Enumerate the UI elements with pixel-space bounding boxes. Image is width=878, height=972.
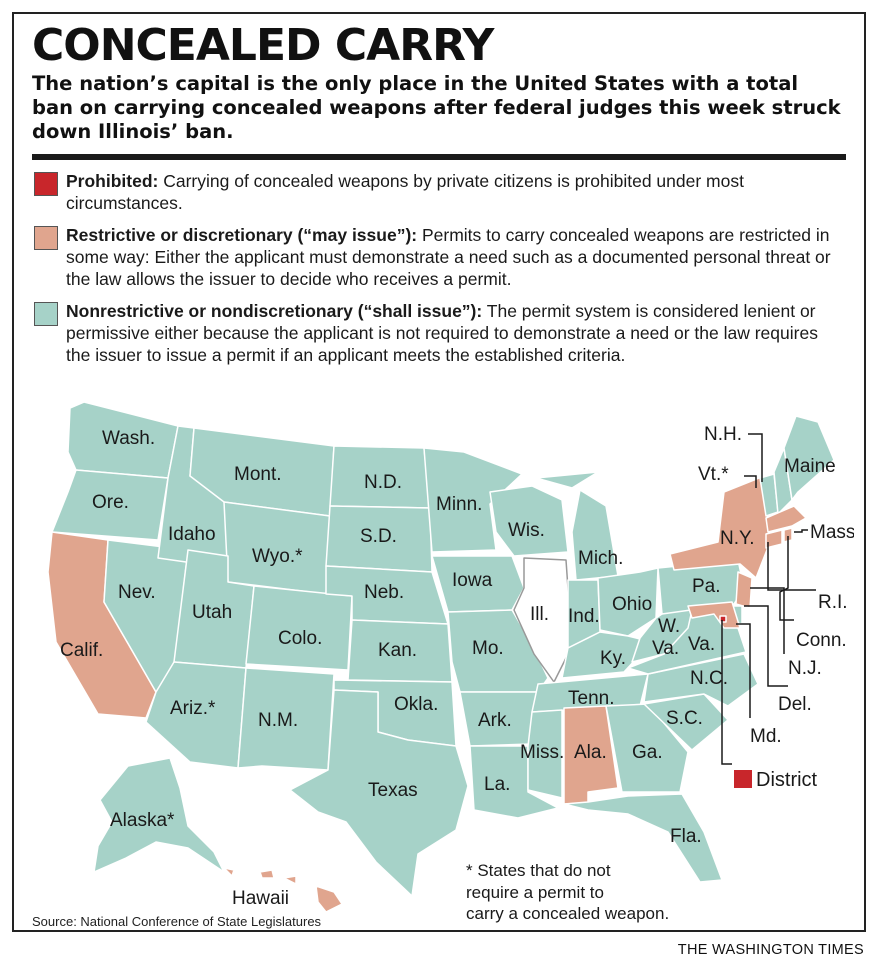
state-ny [669, 475, 771, 579]
label-mich: Mich. [578, 548, 623, 569]
label-sc: S.C. [666, 708, 703, 729]
us-map: Wash. Ore. Calif. Nev. Idaho Mont. Wyo.*… [47, 401, 854, 912]
label-nd: N.D. [364, 472, 402, 493]
label-ga: Ga. [632, 742, 663, 763]
legend-item-prohibited: Prohibited: Carrying of concealed weapon… [32, 170, 846, 214]
state-fla [563, 793, 723, 883]
label-okla: Okla. [394, 694, 438, 715]
title-rule [32, 154, 846, 160]
label-kan: Kan. [378, 640, 417, 661]
subtitle: The nation’s capital is the only place i… [32, 72, 841, 143]
label-alaska: Alaska* [110, 810, 175, 831]
label-ill: Ill. [530, 604, 549, 625]
district-dc [719, 615, 727, 623]
label-iowa: Iowa [452, 570, 493, 591]
legend-label-restrictive: Restrictive or discretionary (“may issue… [66, 225, 418, 245]
state-ri [783, 527, 793, 543]
label-maine: Maine [784, 456, 836, 477]
label-del: Del. [778, 694, 812, 715]
label-sd: S.D. [360, 526, 397, 547]
legend-text-restrictive: Permits to carry concealed weapons are r… [66, 225, 831, 289]
label-ohio: Ohio [612, 594, 652, 615]
label-calif: Calif. [60, 640, 103, 661]
state-conn [765, 529, 783, 549]
state-ore [51, 469, 169, 541]
label-ore: Ore. [92, 492, 129, 513]
label-nj: N.J. [788, 658, 822, 679]
legend-swatch-nonrestrictive [34, 302, 58, 326]
state-alaska [93, 757, 225, 873]
state-iowa [431, 555, 525, 613]
label-fla: Fla. [670, 826, 702, 847]
state-md [687, 601, 741, 629]
label-utah: Utah [192, 602, 232, 623]
label-nh: N.H. [704, 424, 742, 445]
label-mass: Mass. [810, 522, 854, 543]
label-ri: R.I. [818, 592, 848, 613]
page-title: CONCEALED CARRY [32, 20, 494, 71]
label-nc: N.C. [690, 668, 728, 689]
state-ill [513, 557, 573, 683]
state-mich [535, 471, 619, 581]
label-idaho: Idaho [168, 524, 216, 545]
label-wash: Wash. [102, 428, 155, 449]
legend-text-nonrestrictive: The permit system is considered lenient … [66, 301, 818, 365]
publisher-credit: THE WASHINGTON TIMES [677, 942, 864, 958]
label-wyo: Wyo.* [252, 546, 303, 567]
label-nev: Nev. [118, 582, 156, 603]
footnote-line-2: require a permit to [466, 883, 604, 902]
label-mont: Mont. [234, 464, 282, 485]
state-texas [289, 689, 469, 897]
label-tenn: Tenn. [568, 688, 614, 709]
label-ariz: Ariz.* [170, 698, 216, 719]
label-ind: Ind. [568, 606, 600, 627]
label-vt: Vt.* [698, 464, 729, 485]
label-district: District [756, 769, 818, 791]
label-colo: Colo. [278, 628, 322, 649]
state-miss [527, 709, 563, 799]
state-minn [423, 447, 523, 553]
label-minn: Minn. [436, 494, 482, 515]
label-miss: Miss. [520, 742, 564, 763]
label-hawaii: Hawaii [232, 888, 289, 909]
label-la: La. [484, 774, 510, 795]
legend-swatch-prohibited [34, 172, 58, 196]
label-texas: Texas [368, 780, 418, 801]
legend-label-prohibited: Prohibited: [66, 171, 159, 191]
state-mass [765, 505, 807, 533]
footnote-line-1: * States that do not [466, 861, 611, 880]
label-mo: Mo. [472, 638, 504, 659]
state-ga [605, 703, 689, 793]
graphic-frame: CONCEALED CARRY The nation’s capital is … [12, 12, 866, 932]
label-pa: Pa. [692, 576, 721, 597]
state-hawaii [223, 867, 343, 912]
label-neb: Neb. [364, 582, 404, 603]
legend-label-nonrestrictive: Nonrestrictive or nondiscretionary (“sha… [66, 301, 483, 321]
label-conn: Conn. [796, 630, 847, 651]
legend-item-nonrestrictive: Nonrestrictive or nondiscretionary (“sha… [32, 300, 846, 366]
label-ala: Ala. [574, 742, 607, 763]
state-nj [735, 571, 753, 609]
label-nm: N.M. [258, 710, 298, 731]
label-wis: Wis. [508, 520, 545, 541]
label-ny: N.Y. [720, 528, 755, 549]
legend-text-prohibited: Carrying of concealed weapons by private… [66, 171, 744, 213]
label-ark: Ark. [478, 710, 512, 731]
label-wv-2: Va. [652, 638, 679, 659]
legend-swatch-restrictive [34, 226, 58, 250]
label-md: Md. [750, 726, 782, 747]
footnote-line-3: carry a concealed weapon. [466, 904, 670, 923]
state-maine [783, 415, 835, 501]
district-swatch [734, 770, 752, 788]
legend-item-restrictive: Restrictive or discretionary (“may issue… [32, 224, 846, 290]
legend: Prohibited: Carrying of concealed weapon… [32, 170, 846, 376]
state-nc [643, 653, 759, 707]
state-wis [489, 485, 569, 557]
leader-lines [721, 433, 816, 765]
label-wv-1: W. [658, 616, 680, 637]
label-va: Va. [688, 634, 715, 655]
source-note: Source: National Conference of State Leg… [32, 914, 322, 929]
state-nm [237, 667, 335, 771]
label-ky: Ky. [600, 648, 626, 669]
